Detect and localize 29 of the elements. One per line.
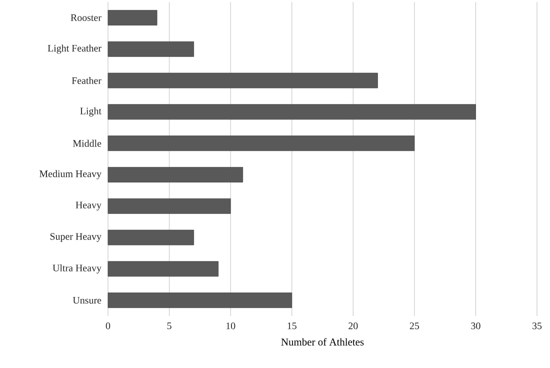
y-tick-label: Super Heavy [50,233,102,242]
y-tick-label: Feather [72,76,102,84]
bar [108,104,476,120]
bar [108,41,194,57]
bar [108,261,219,277]
x-tick-label: 30 [471,322,480,330]
x-tick-label: 0 [106,322,110,330]
x-tick-label: 5 [167,322,172,330]
bar [108,167,244,182]
x-tick-label: 35 [532,322,542,330]
bar [108,230,194,246]
x-tick-label: 15 [288,322,296,330]
bar [108,136,415,152]
y-tick-label: Middle [72,140,102,147]
y-tick-label: Medium Heavy [40,170,102,180]
x-axis-title: Number of Athletes [281,338,364,346]
bar [108,292,292,308]
y-tick-label: Unsure [72,296,102,304]
bar [108,10,158,26]
y-tick-label: Light [80,107,102,116]
x-tick-label: 10 [226,322,236,330]
y-tick-label: Ultra Heavy [52,264,102,274]
y-tick-label: Heavy [76,202,102,210]
x-tick-label: 20 [348,322,358,330]
bar [108,198,231,214]
bar [108,72,378,88]
x-tick-label: 25 [410,322,420,330]
y-tick-label: Light Feather [48,44,102,54]
y-tick-label: Rooster [70,14,102,22]
